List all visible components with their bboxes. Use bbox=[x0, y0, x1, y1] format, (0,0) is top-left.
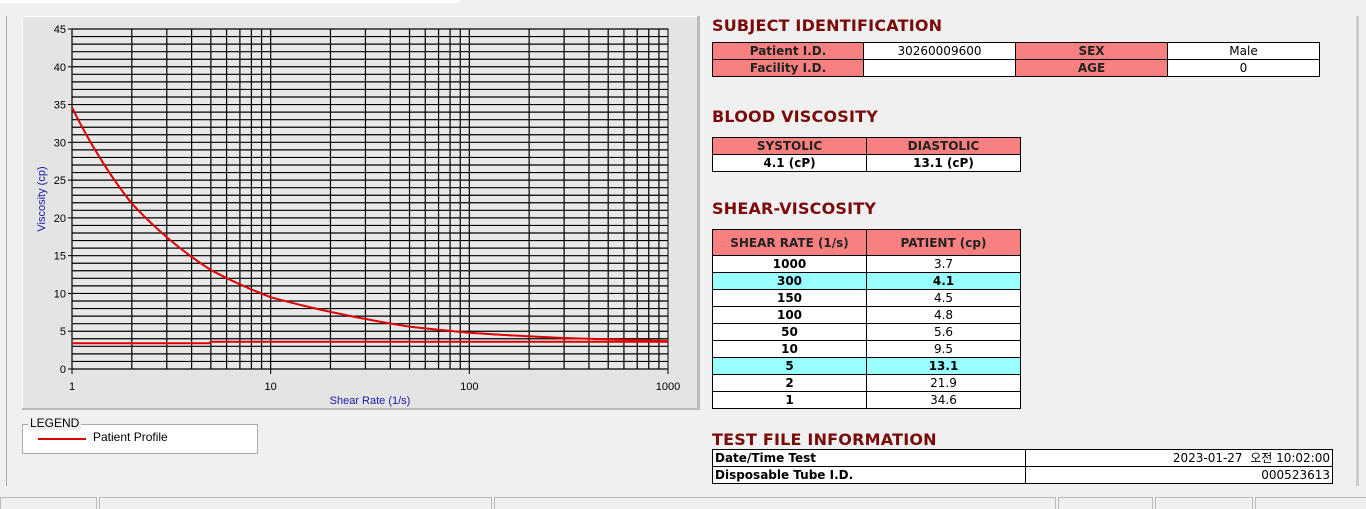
viscosity-chart: 0 5 10 15 20 25 30 35 40 45 1 10 100 1000 Shear Rate (… bbox=[36, 24, 680, 407]
date-label: Date/Time Test bbox=[712, 449, 1026, 467]
y-tick-label: 40 bbox=[54, 62, 66, 74]
series-line bbox=[71, 107, 669, 343]
x-axis-label: Shear Rate (1/s) bbox=[330, 395, 411, 407]
blood-title: BLOOD VISCOSITY bbox=[712, 107, 879, 126]
blood-table: SYSTOLIC DIASTOLIC 4.1 (cP) 13.1 (cP) bbox=[712, 137, 1021, 172]
table-row: 150 4.5 bbox=[712, 289, 1021, 307]
shear-rate-cell: 5 bbox=[712, 357, 867, 375]
shear-rate-cell: 1 bbox=[712, 391, 867, 409]
patient-id-value: 30260009600 bbox=[863, 42, 1016, 60]
shear-rate-cell: 10 bbox=[712, 340, 867, 358]
table-row: 2 21.9 bbox=[712, 374, 1021, 392]
plot-area bbox=[71, 28, 669, 370]
shear-title: SHEAR-VISCOSITY bbox=[712, 199, 877, 218]
scrollbar[interactable] bbox=[1356, 16, 1359, 486]
top-strip bbox=[0, 0, 460, 3]
x-tick-label: 100 bbox=[460, 381, 478, 393]
status-segment bbox=[1255, 497, 1366, 509]
systolic-value: 4.1 (cP) bbox=[712, 154, 867, 172]
patient-cell: 5.6 bbox=[866, 323, 1021, 341]
patient-cell: 9.5 bbox=[866, 340, 1021, 358]
table-row: 5 13.1 bbox=[712, 357, 1021, 375]
facility-id-label: Facility I.D. bbox=[712, 59, 864, 77]
y-tick-label: 20 bbox=[54, 213, 66, 225]
y-tick-label: 5 bbox=[60, 326, 66, 338]
y-tick-label: 10 bbox=[54, 288, 66, 300]
shear-rate-cell: 1000 bbox=[712, 255, 867, 273]
subject-table: Patient I.D. 30260009600 SEX Male Facility … bbox=[712, 42, 1320, 77]
shear-table: SHEAR RATE (1/s) PATIENT (cp) 1000 3.7 300 4… bbox=[712, 229, 1021, 409]
legend-label: Patient Profile bbox=[93, 430, 168, 444]
table-row: 50 5.6 bbox=[712, 323, 1021, 341]
shear-rate-cell: 300 bbox=[712, 272, 867, 290]
patient-cell: 13.1 bbox=[866, 357, 1021, 375]
patient-cell: 3.7 bbox=[866, 255, 1021, 273]
series-line bbox=[72, 340, 668, 345]
shear-rate-header: SHEAR RATE (1/s) bbox=[712, 229, 867, 256]
y-tick-label: 35 bbox=[54, 100, 66, 112]
table-row: 1000 3.7 bbox=[712, 255, 1021, 273]
diastolic-value: 13.1 (cP) bbox=[866, 154, 1021, 172]
age-label: AGE bbox=[1015, 59, 1168, 77]
x-tick-label: 1000 bbox=[656, 381, 680, 393]
y-tick-label: 45 bbox=[54, 24, 66, 36]
y-tick-label: 15 bbox=[54, 251, 66, 263]
shear-rate-cell: 2 bbox=[712, 374, 867, 392]
facility-id-value bbox=[863, 59, 1016, 77]
patient-cell: 4.5 bbox=[866, 289, 1021, 307]
x-tick-label: 1 bbox=[69, 381, 75, 393]
patient-id-label: Patient I.D. bbox=[712, 42, 864, 60]
table-row: 10 9.5 bbox=[712, 340, 1021, 358]
x-tick-label: 10 bbox=[265, 381, 277, 393]
table-row: 100 4.8 bbox=[712, 306, 1021, 324]
sex-value: Male bbox=[1167, 42, 1320, 60]
table-row: 300 4.1 bbox=[712, 272, 1021, 290]
systolic-label: SYSTOLIC bbox=[712, 137, 867, 155]
status-segment bbox=[99, 497, 492, 509]
legend-title: LEGEND bbox=[28, 416, 82, 430]
shear-rate-cell: 150 bbox=[712, 289, 867, 307]
divider bbox=[6, 16, 7, 486]
testfile-title: TEST FILE INFORMATION bbox=[712, 430, 937, 449]
subject-title: SUBJECT IDENTIFICATION bbox=[712, 16, 943, 35]
y-tick-label: 25 bbox=[54, 175, 66, 187]
y-tick-label: 30 bbox=[54, 137, 66, 149]
status-segment bbox=[1058, 497, 1153, 509]
testfile-table: Date/Time Test 2023-01-27 오전 10:02:00 Dis… bbox=[712, 449, 1333, 484]
status-segment bbox=[494, 497, 1056, 509]
status-segment bbox=[1155, 497, 1253, 509]
y-axis-label: Viscosity (cp) bbox=[36, 166, 48, 231]
patient-cell: 4.8 bbox=[866, 306, 1021, 324]
age-value: 0 bbox=[1167, 59, 1320, 77]
shear-rate-cell: 50 bbox=[712, 323, 867, 341]
tube-value: 000523613 bbox=[1025, 466, 1333, 484]
tube-label: Disposable Tube I.D. bbox=[712, 466, 1026, 484]
patient-cell: 34.6 bbox=[866, 391, 1021, 409]
diastolic-label: DIASTOLIC bbox=[866, 137, 1021, 155]
patient-cell: 21.9 bbox=[866, 374, 1021, 392]
date-value: 2023-01-27 오전 10:02:00 bbox=[1025, 449, 1333, 467]
shear-rate-cell: 100 bbox=[712, 306, 867, 324]
status-segment bbox=[0, 497, 97, 509]
patient-cell: 4.1 bbox=[866, 272, 1021, 290]
y-tick-label: 0 bbox=[60, 364, 66, 376]
legend-swatch bbox=[38, 438, 86, 440]
patient-header: PATIENT (cp) bbox=[866, 229, 1021, 256]
sex-label: SEX bbox=[1015, 42, 1168, 60]
table-row: 1 34.6 bbox=[712, 391, 1021, 409]
